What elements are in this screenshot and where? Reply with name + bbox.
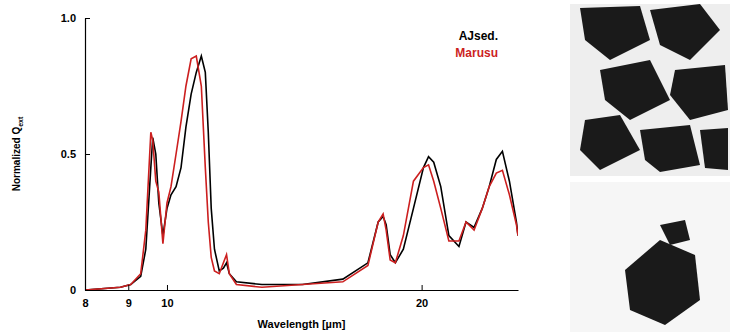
x-axis: 8 9 10 20 — [82, 285, 518, 309]
x-tick-mark — [167, 285, 168, 290]
legend-entry: AJsed. — [459, 29, 498, 43]
legend: AJsed. Marusu — [455, 29, 498, 60]
particle-shape — [580, 115, 640, 170]
series-line — [85, 56, 518, 290]
y-tick-label: 1.0 — [61, 12, 76, 24]
x-tick-label: 9 — [126, 297, 132, 309]
x-tick-label: 10 — [161, 297, 173, 309]
x-tick-label: 20 — [416, 297, 428, 309]
plot-area — [85, 56, 518, 290]
y-tick: 0 — [70, 284, 90, 296]
y-tick-mark — [85, 290, 90, 291]
x-tick: 20 — [416, 285, 428, 309]
particle-shape — [650, 4, 720, 60]
particle-shape — [700, 128, 728, 170]
x-axis-line — [86, 290, 519, 291]
micrograph-bottom — [570, 182, 730, 332]
x-axis-title: Wavelength [µm] — [258, 318, 346, 330]
y-axis-title: Normalized Qext — [11, 116, 24, 191]
y-tick-mark — [85, 154, 90, 155]
particle-shape — [640, 125, 700, 172]
chart: 8 9 10 20 0 0.5 1.0 Wavelength [µm] Normalized Q… — [0, 0, 736, 336]
legend-entry: Marusu — [455, 46, 498, 60]
x-tick-mark — [422, 285, 423, 290]
y-tick-label: 0 — [70, 284, 76, 296]
x-tick-mark — [128, 285, 129, 290]
y-tick: 1.0 — [61, 12, 90, 24]
x-tick: 10 — [161, 285, 173, 309]
y-tick: 0.5 — [61, 148, 90, 160]
x-tick: 9 — [126, 285, 132, 309]
y-axis-title-subscript: ext — [17, 116, 24, 127]
particle-shape — [580, 6, 650, 60]
particle-shape — [625, 240, 700, 325]
x-tick-label: 8 — [82, 297, 88, 309]
y-tick-label: 0.5 — [61, 148, 76, 160]
particle-shape — [600, 60, 670, 120]
micrographs — [570, 4, 730, 332]
series-line — [85, 56, 518, 290]
particle-shape — [670, 65, 728, 120]
y-tick-mark — [85, 18, 90, 19]
micrograph-top — [570, 4, 730, 176]
y-axis-title-main: Normalized Q — [11, 127, 22, 192]
y-axis: 0 0.5 1.0 — [61, 12, 90, 296]
particle-shape — [660, 220, 690, 245]
